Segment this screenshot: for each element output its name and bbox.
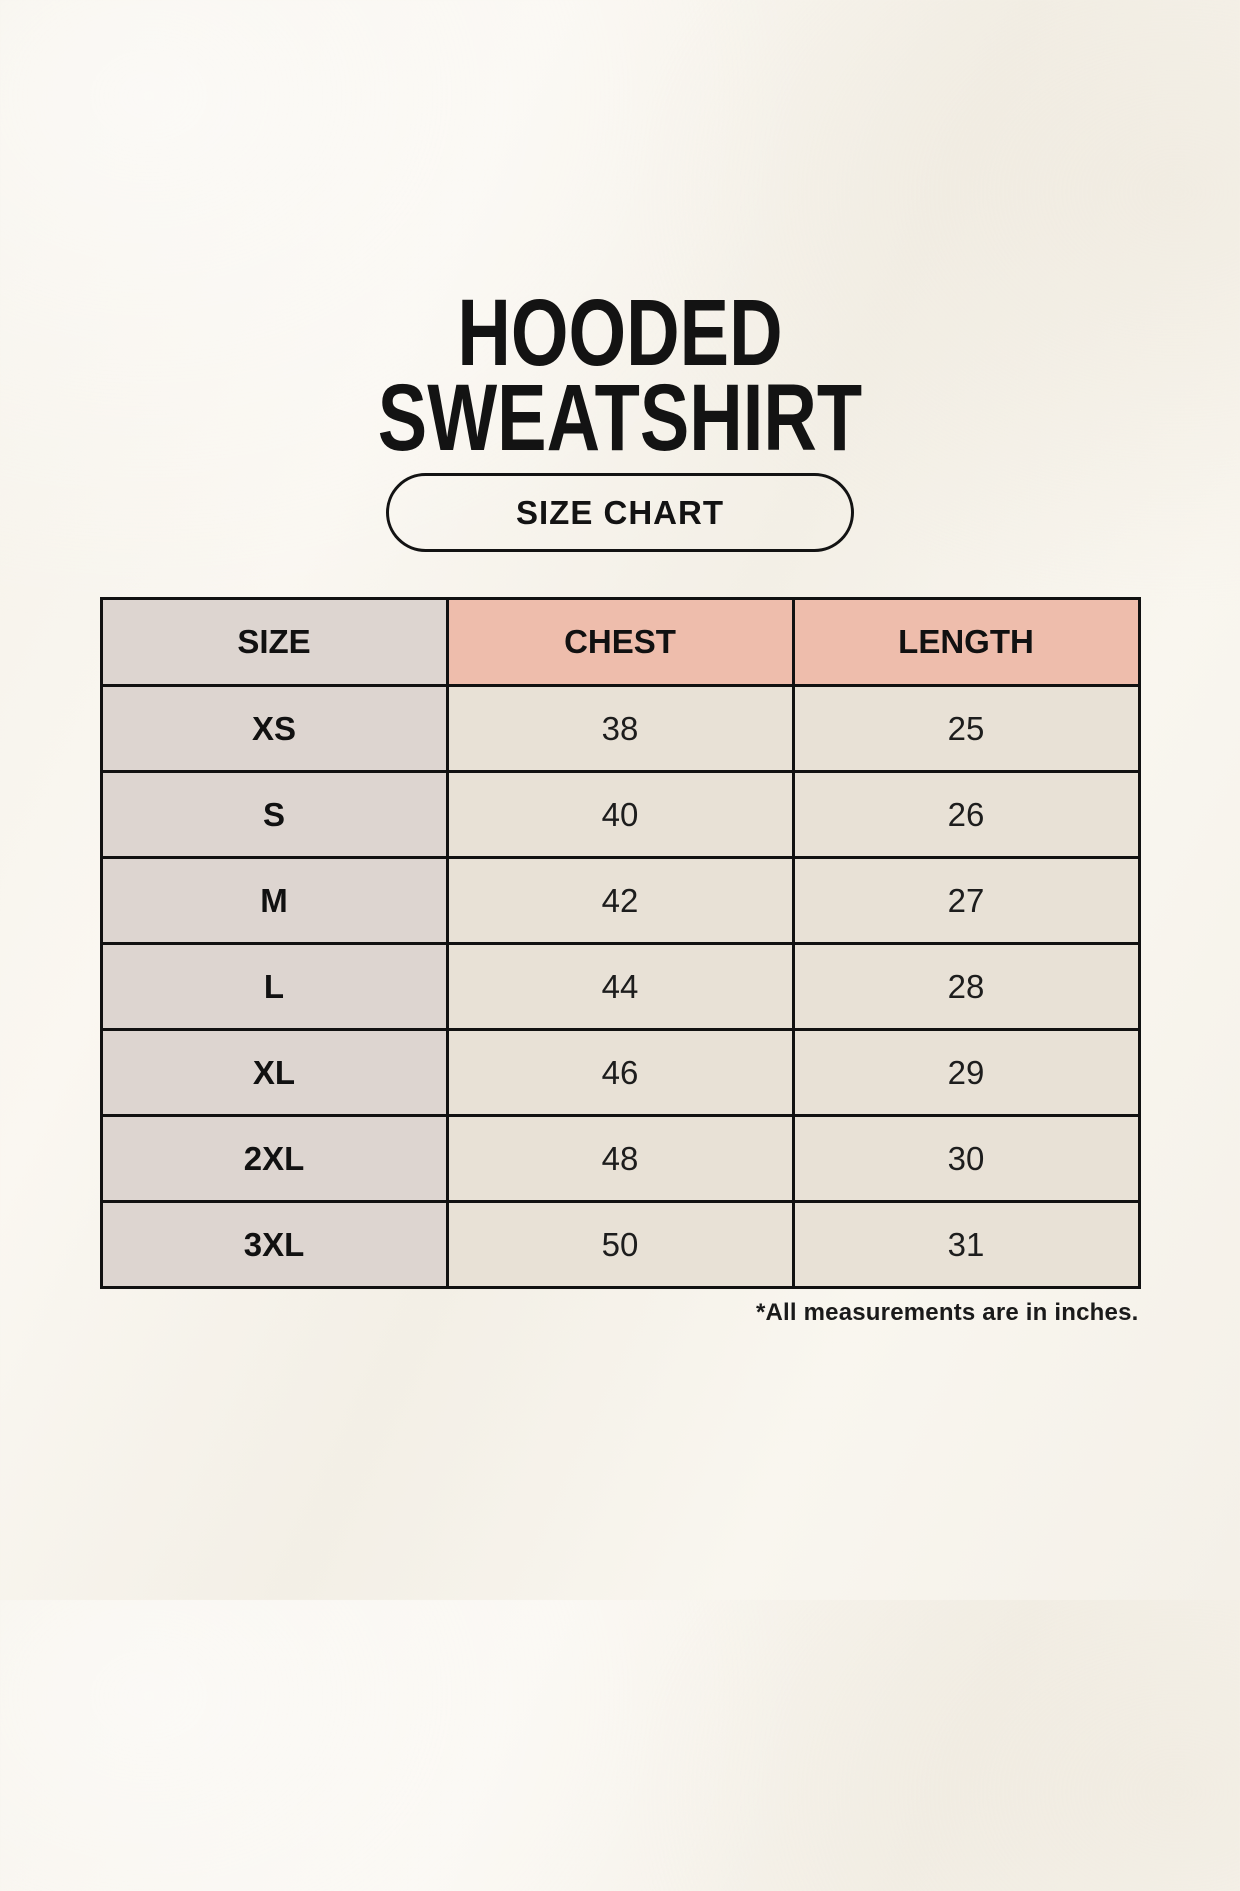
chest-value-cell: 44 [445,942,795,1032]
size-chart-table: SIZE CHEST LENGTH XS 38 25 S 40 26 M 42 … [99,597,1141,1290]
table-row: 2XL 48 30 [99,1114,1141,1204]
table-row: 3XL 50 31 [99,1200,1141,1290]
table-row: S 40 26 [99,770,1141,860]
table-row: XS 38 25 [99,684,1141,774]
length-value-cell: 27 [791,856,1141,946]
size-label-cell: 3XL [99,1200,449,1290]
length-value-cell: 30 [791,1114,1141,1204]
size-label-cell: M [99,856,449,946]
length-value-cell: 25 [791,684,1141,774]
size-chart-button[interactable]: SIZE CHART [386,473,854,553]
page-title: HOODED SWEATSHIRT [136,280,1103,471]
table-row: L 44 28 [99,942,1141,1032]
title-line-1: HOODED [457,280,783,386]
length-value-cell: 28 [791,942,1141,1032]
chest-value-cell: 50 [445,1200,795,1290]
measurements-footnote: *All measurements are in inches. [755,1299,1139,1327]
size-label-cell: XS [99,684,449,774]
footnote-row: *All measurements are in inches. [100,1299,1141,1327]
title-line-2: SWEATSHIRT [377,364,863,471]
length-value-cell: 26 [791,770,1141,860]
chest-value-cell: 38 [445,684,795,774]
size-label-cell: L [99,942,449,1032]
chest-value-cell: 46 [445,1028,795,1118]
size-chart-button-label: SIZE CHART [516,493,724,531]
length-value-cell: 29 [791,1028,1141,1118]
chest-value-cell: 42 [445,856,795,946]
table-row: M 42 27 [99,856,1141,946]
size-label-cell: XL [99,1028,449,1118]
column-header-chest: CHEST [445,597,795,688]
header-row: SIZE CHEST LENGTH [99,597,1141,688]
length-value-cell: 31 [791,1200,1141,1290]
chest-value-cell: 40 [445,770,795,860]
chest-value-cell: 48 [445,1114,795,1204]
table-row: XL 46 29 [99,1028,1141,1118]
size-chart-button-row: SIZE CHART [0,473,1240,553]
size-label-cell: S [99,770,449,860]
size-label-cell: 2XL [99,1114,449,1204]
column-header-size: SIZE [99,597,449,688]
page-header: HOODED SWEATSHIRT SIZE CHART [0,280,1240,553]
column-header-length: LENGTH [791,597,1141,688]
